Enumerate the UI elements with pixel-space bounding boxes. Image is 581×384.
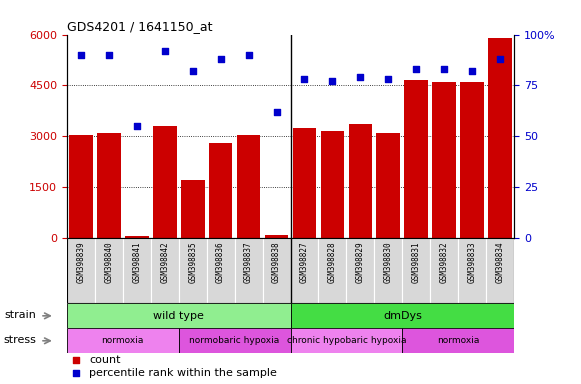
Point bbox=[496, 56, 505, 62]
Text: GSM398840: GSM398840 bbox=[104, 242, 113, 283]
Bar bbox=[69, 135, 93, 238]
Text: GSM398835: GSM398835 bbox=[188, 242, 197, 283]
Point bbox=[412, 66, 421, 72]
Point bbox=[300, 76, 309, 83]
Point bbox=[132, 123, 141, 129]
Bar bbox=[179, 238, 207, 303]
Text: stress: stress bbox=[4, 334, 37, 344]
Point bbox=[76, 52, 85, 58]
Bar bbox=[236, 135, 260, 238]
Bar bbox=[486, 238, 514, 303]
Point bbox=[188, 68, 198, 74]
Bar bbox=[181, 180, 205, 238]
Text: GDS4201 / 1641150_at: GDS4201 / 1641150_at bbox=[67, 20, 212, 33]
Bar bbox=[264, 235, 288, 238]
Bar bbox=[431, 238, 458, 303]
Point bbox=[272, 109, 281, 115]
Text: GSM398834: GSM398834 bbox=[496, 242, 505, 283]
Bar bbox=[179, 328, 290, 353]
Text: normobaric hypoxia: normobaric hypoxia bbox=[189, 336, 279, 345]
Text: wild type: wild type bbox=[153, 311, 204, 321]
Point bbox=[328, 78, 337, 84]
Bar bbox=[209, 143, 232, 238]
Bar bbox=[321, 131, 345, 238]
Point bbox=[356, 74, 365, 80]
Point bbox=[440, 66, 449, 72]
Text: GSM398830: GSM398830 bbox=[384, 242, 393, 283]
Text: GSM398839: GSM398839 bbox=[76, 242, 85, 283]
Point bbox=[383, 76, 393, 83]
Text: GSM398827: GSM398827 bbox=[300, 242, 309, 283]
Point bbox=[244, 52, 253, 58]
Bar bbox=[460, 82, 484, 238]
Bar bbox=[67, 328, 179, 353]
Point bbox=[468, 68, 477, 74]
Bar bbox=[349, 124, 372, 238]
Bar bbox=[404, 80, 428, 238]
Bar bbox=[95, 238, 123, 303]
Bar bbox=[488, 38, 512, 238]
Text: GSM398832: GSM398832 bbox=[440, 242, 449, 283]
Text: normoxia: normoxia bbox=[437, 336, 479, 345]
Point bbox=[71, 357, 80, 363]
Point bbox=[216, 56, 225, 62]
Bar bbox=[403, 328, 514, 353]
Text: count: count bbox=[89, 355, 121, 365]
Bar bbox=[150, 238, 179, 303]
Text: normoxia: normoxia bbox=[102, 336, 144, 345]
Bar bbox=[290, 238, 318, 303]
Bar bbox=[67, 303, 290, 328]
Bar bbox=[67, 238, 95, 303]
Bar bbox=[235, 238, 263, 303]
Text: GSM398831: GSM398831 bbox=[412, 242, 421, 283]
Bar bbox=[432, 82, 456, 238]
Bar bbox=[97, 133, 121, 238]
Text: strain: strain bbox=[5, 310, 37, 319]
Point bbox=[104, 52, 113, 58]
Bar bbox=[123, 238, 150, 303]
Bar bbox=[153, 126, 177, 238]
Text: GSM398836: GSM398836 bbox=[216, 242, 225, 283]
Bar bbox=[376, 133, 400, 238]
Bar bbox=[403, 238, 431, 303]
Bar bbox=[374, 238, 403, 303]
Bar bbox=[263, 238, 290, 303]
Bar bbox=[207, 238, 235, 303]
Text: percentile rank within the sample: percentile rank within the sample bbox=[89, 368, 277, 379]
Text: GSM398828: GSM398828 bbox=[328, 242, 337, 283]
Text: GSM398841: GSM398841 bbox=[132, 242, 141, 283]
Bar bbox=[458, 238, 486, 303]
Text: GSM398829: GSM398829 bbox=[356, 242, 365, 283]
Bar bbox=[346, 238, 374, 303]
Text: GSM398833: GSM398833 bbox=[468, 242, 477, 283]
Bar bbox=[318, 238, 346, 303]
Bar bbox=[293, 128, 317, 238]
Text: GSM398842: GSM398842 bbox=[160, 242, 169, 283]
Text: chronic hypobaric hypoxia: chronic hypobaric hypoxia bbox=[286, 336, 406, 345]
Point bbox=[160, 48, 169, 54]
Text: GSM398838: GSM398838 bbox=[272, 242, 281, 283]
Point bbox=[71, 370, 80, 376]
Text: dmDys: dmDys bbox=[383, 311, 422, 321]
Text: GSM398837: GSM398837 bbox=[244, 242, 253, 283]
Bar bbox=[125, 237, 149, 238]
Bar bbox=[290, 303, 514, 328]
Bar bbox=[290, 328, 403, 353]
